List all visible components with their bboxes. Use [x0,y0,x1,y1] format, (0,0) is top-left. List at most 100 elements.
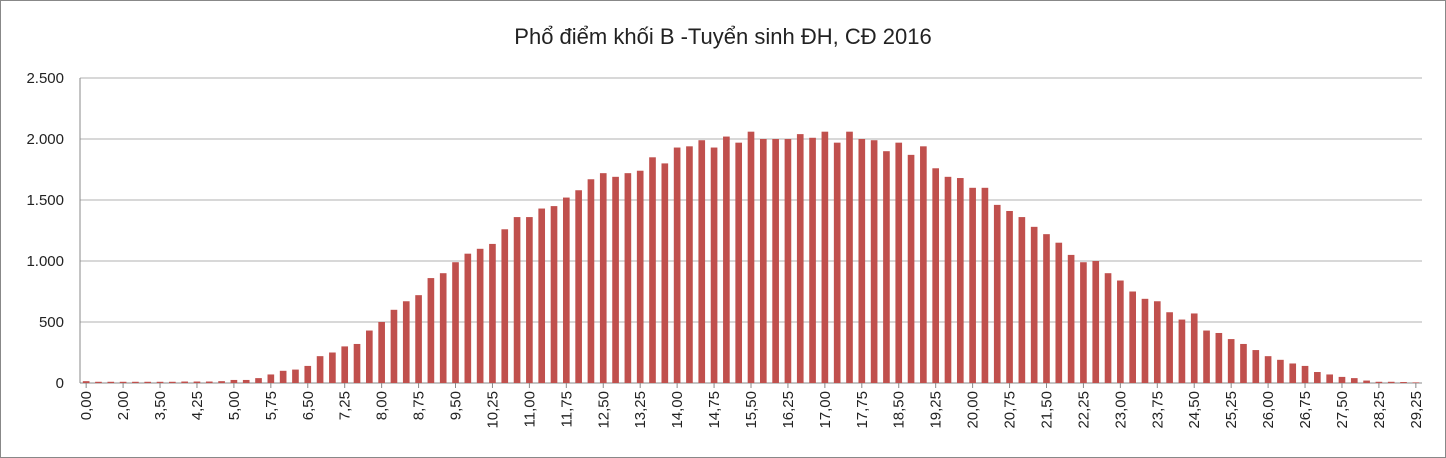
bar [292,369,299,383]
bar [969,187,976,383]
bar [686,146,693,383]
bar [1387,381,1395,383]
bar [993,204,1001,383]
bar [920,146,927,383]
bar [956,178,964,383]
x-tick-label: 12,50 [595,391,612,429]
bar [1252,350,1260,383]
bar [723,136,730,383]
bar [1400,382,1407,383]
bar [329,352,336,383]
bar [526,217,533,383]
bar [193,381,201,383]
bar [464,253,472,383]
x-tick-label: 13,25 [632,391,649,429]
bar [981,187,989,383]
y-tick-label: 1.000 [26,253,64,270]
x-tick-label: 17,75 [854,391,871,429]
chart-title: Phổ điểm khối B -Tuyển sinh ĐH, CĐ 2016 [514,24,931,49]
x-tick-label: 16,25 [780,391,797,429]
x-tick-label: 5,00 [226,391,243,420]
bar [1363,380,1370,383]
bar [501,229,509,383]
x-tick-label: 14,75 [706,391,723,429]
x-tick-label: 9,50 [448,391,465,420]
bar [870,140,878,383]
x-tick-label: 18,50 [891,391,908,429]
bar [821,131,829,383]
bar [895,142,903,383]
bar [304,365,312,383]
bar [575,190,582,383]
bar [489,243,496,383]
bar [119,381,127,383]
x-tick-label: 21,50 [1038,391,1055,429]
bar [1129,291,1136,383]
bar [242,379,250,383]
x-tick-label: 29,25 [1408,391,1425,429]
bar [1338,376,1346,383]
bar [1092,261,1100,383]
bar [1350,378,1358,383]
bar [1153,301,1161,383]
x-tick-label: 4,25 [189,391,206,420]
x-tick-label: 14,00 [669,391,686,429]
x-tick-label: 25,25 [1223,391,1240,429]
bar [452,262,459,383]
bar [341,346,349,383]
x-tick-label: 19,25 [928,391,945,429]
bar [402,301,410,383]
x-tick-label: 10,25 [484,391,501,429]
bar [169,381,176,383]
bar [427,278,435,383]
bar [624,173,632,383]
x-tick-label: 26,75 [1297,391,1314,429]
bar [1264,356,1272,383]
bar [132,381,139,383]
bar [1240,343,1247,383]
x-tick-label: 23,75 [1149,391,1166,429]
bar [772,139,779,383]
x-tick-label: 20,00 [965,391,982,429]
bar [205,381,213,383]
bar [181,381,188,383]
bar [1301,365,1309,383]
bar [1055,242,1063,383]
bar [267,374,275,383]
bar [883,151,890,383]
bar [1030,226,1038,383]
x-tick-label: 24,50 [1186,391,1203,429]
bar [698,140,706,383]
x-tick-label: 20,75 [1002,391,1019,429]
bar [809,137,816,383]
bar [710,147,718,383]
bar [1006,210,1013,383]
bar [796,134,804,383]
bar [1178,319,1186,383]
bar [1190,313,1198,383]
bar [1018,217,1026,383]
bar [599,173,607,383]
bar [550,206,558,383]
bar [439,273,447,383]
bar [759,139,767,383]
bar [1277,359,1284,383]
x-tick-label: 22,25 [1075,391,1092,429]
bar [107,381,115,383]
bar [673,147,681,383]
bar [1067,254,1075,383]
x-tick-label: 15,50 [743,391,760,429]
x-tick-label: 23,00 [1112,391,1129,429]
y-tick-label: 500 [39,314,64,331]
bar [932,168,940,383]
bar [944,176,952,383]
bar [279,370,287,383]
bar [255,378,262,383]
bar [636,170,644,383]
bar [156,381,164,383]
bar [1080,262,1087,383]
x-tick-label: 6,50 [300,391,317,420]
bar [858,139,866,383]
x-tick-label: 26,00 [1260,391,1277,429]
